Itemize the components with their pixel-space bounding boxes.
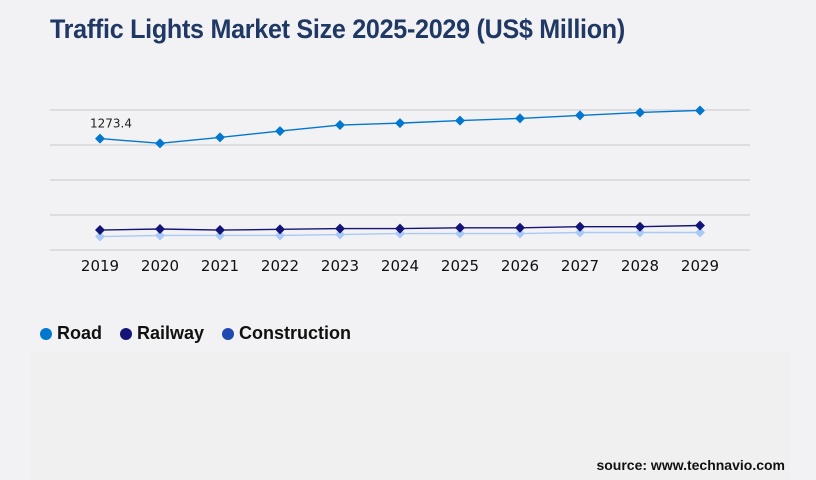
legend-item-railway: Railway <box>120 323 204 344</box>
data-point-railway <box>395 223 405 234</box>
data-point-road <box>575 110 585 121</box>
data-point-construction <box>695 227 705 238</box>
legend-label: Road <box>57 323 102 343</box>
data-point-construction <box>215 230 225 241</box>
data-point-road <box>215 132 225 143</box>
data-point-railway <box>635 221 645 232</box>
data-point-railway <box>575 221 585 232</box>
data-point-construction <box>95 231 105 242</box>
source-note: source: www.technavio.com <box>596 457 785 473</box>
data-point-construction <box>335 229 345 240</box>
data-point-construction <box>515 228 525 239</box>
data-point-railway <box>95 225 105 236</box>
data-point-railway <box>275 224 285 235</box>
data-point-construction <box>275 230 285 241</box>
legend-item-road: Road <box>40 323 102 344</box>
data-point-railway <box>155 224 165 234</box>
legend: Road Railway Construction <box>40 323 351 344</box>
data-point-road <box>275 126 285 137</box>
x-tick-label: 2020 <box>141 257 179 275</box>
data-point-road <box>695 105 705 116</box>
legend-marker-icon <box>120 327 132 340</box>
data-point-construction <box>635 227 645 238</box>
x-tick-label: 2019 <box>81 257 119 275</box>
x-tick-label: 2024 <box>381 257 419 275</box>
data-label: 1273.4 <box>90 117 132 131</box>
legend-label: Railway <box>137 323 205 343</box>
x-tick-label: 2028 <box>621 257 659 275</box>
line-chart: 2019 2020 2021 2022 2023 2024 2025 2026 2027 2028… <box>50 105 750 275</box>
x-tick-label: 2022 <box>261 257 299 275</box>
legend-marker-icon <box>40 327 52 340</box>
chart-title: Traffic Lights Market Size 2025-2029 (US… <box>50 14 625 44</box>
data-point-railway <box>515 222 525 233</box>
x-tick-label: 2021 <box>201 257 239 275</box>
legend-area-background <box>30 352 790 480</box>
data-point-road <box>95 133 105 144</box>
legend-label: Construction <box>239 323 352 343</box>
data-point-road <box>635 107 645 118</box>
data-point-road <box>455 115 465 126</box>
x-tick-label: 2027 <box>561 257 599 275</box>
x-tick-label: 2025 <box>441 257 479 275</box>
legend-marker-icon <box>222 327 235 340</box>
data-point-construction <box>155 230 165 241</box>
x-tick-label: 2029 <box>681 257 719 275</box>
data-point-road <box>335 120 345 131</box>
data-point-railway <box>335 223 345 234</box>
data-point-road <box>155 138 165 149</box>
x-tick-label: 2023 <box>321 257 359 275</box>
data-point-construction <box>455 228 465 239</box>
data-point-construction <box>575 227 585 238</box>
data-point-railway <box>455 222 465 233</box>
data-point-road <box>515 113 525 124</box>
data-point-railway <box>215 225 225 236</box>
data-point-road <box>395 118 405 129</box>
x-tick-label: 2026 <box>501 257 539 275</box>
data-point-railway <box>695 220 705 231</box>
legend-item-construction: Construction <box>222 323 351 344</box>
